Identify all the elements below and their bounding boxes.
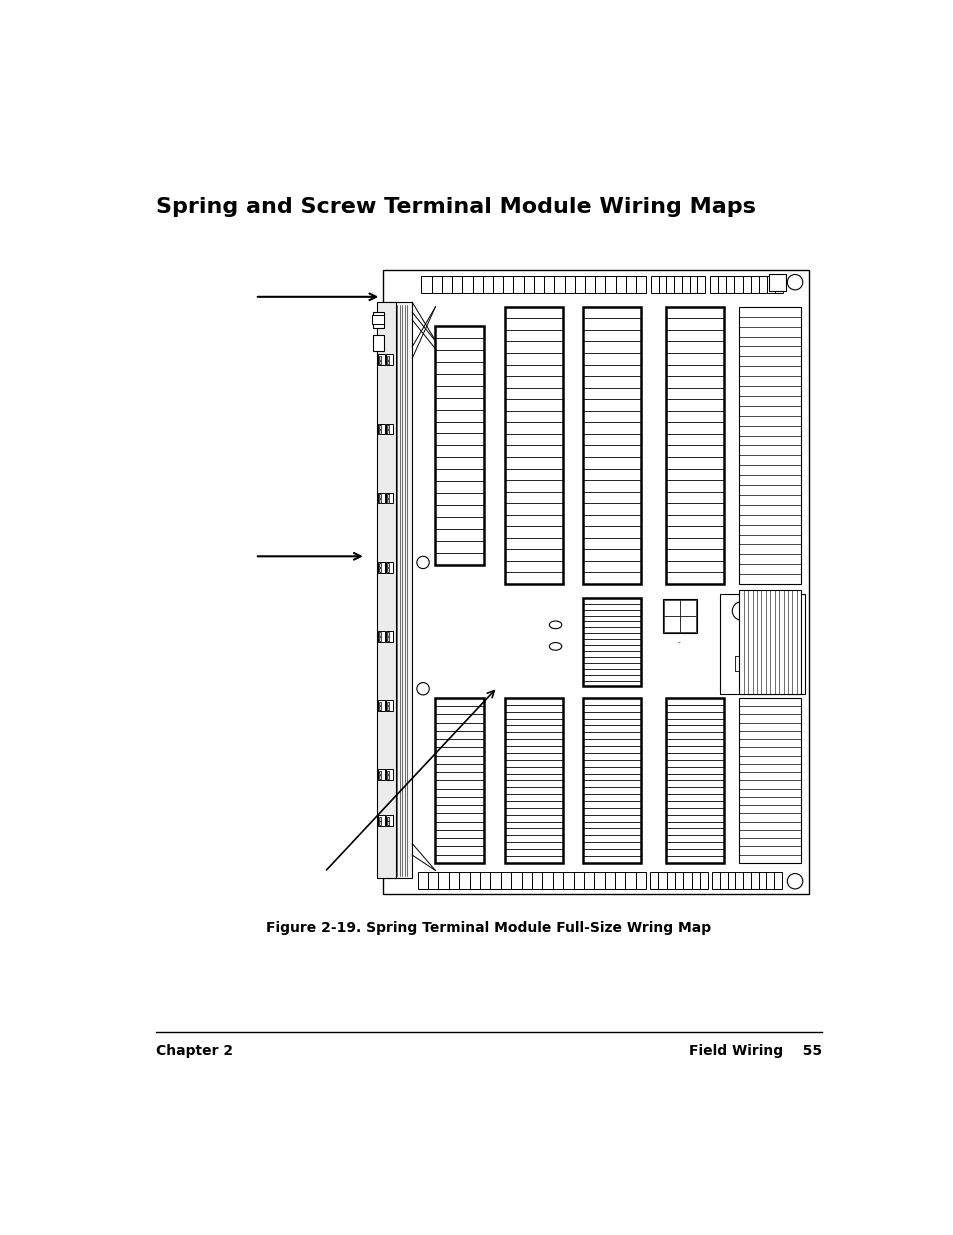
Circle shape	[759, 624, 769, 634]
Bar	[377, 354, 385, 366]
Bar	[386, 499, 389, 503]
Bar	[665, 306, 723, 584]
Bar	[378, 776, 381, 779]
Bar	[377, 424, 385, 435]
Bar	[739, 698, 801, 863]
Bar	[679, 600, 695, 615]
Bar	[378, 430, 381, 433]
Text: Field Wiring    55: Field Wiring 55	[688, 1044, 821, 1057]
Bar	[378, 637, 381, 641]
Bar	[386, 494, 389, 498]
Bar	[417, 872, 645, 889]
Bar	[373, 312, 384, 327]
Bar	[582, 306, 640, 584]
Bar	[382, 303, 412, 878]
Circle shape	[416, 683, 429, 695]
Circle shape	[786, 274, 802, 290]
Bar	[378, 568, 381, 572]
Bar	[663, 600, 679, 615]
Bar	[748, 601, 772, 621]
Bar	[386, 771, 389, 774]
Bar	[679, 616, 695, 632]
Bar	[768, 274, 785, 290]
Bar	[421, 275, 645, 293]
Text: Chapter 2: Chapter 2	[155, 1044, 233, 1057]
Bar	[386, 425, 389, 429]
Ellipse shape	[549, 621, 561, 629]
Bar	[386, 821, 389, 825]
Bar	[505, 306, 562, 584]
Bar	[435, 326, 483, 564]
Bar	[378, 632, 381, 636]
Bar	[386, 637, 389, 641]
Bar	[386, 430, 389, 433]
Bar	[373, 336, 384, 351]
Bar	[748, 638, 772, 656]
Text: ..: ..	[676, 636, 680, 646]
Bar	[385, 354, 393, 366]
Bar	[382, 270, 808, 894]
Bar	[376, 303, 395, 878]
Bar	[385, 493, 393, 504]
Bar	[665, 698, 723, 863]
Circle shape	[416, 556, 429, 568]
Bar	[377, 493, 385, 504]
Bar	[662, 599, 696, 632]
Bar	[739, 306, 801, 584]
Circle shape	[765, 656, 778, 668]
Bar	[386, 563, 389, 567]
Bar	[386, 568, 389, 572]
Bar	[735, 656, 750, 671]
Bar	[582, 598, 640, 687]
Bar	[386, 706, 389, 710]
Bar	[649, 872, 707, 889]
Circle shape	[786, 873, 802, 889]
Bar	[386, 361, 389, 364]
Bar	[378, 356, 381, 359]
Bar	[377, 815, 385, 826]
Bar	[650, 275, 704, 293]
Bar	[378, 425, 381, 429]
Bar	[377, 769, 385, 779]
Bar	[739, 590, 801, 694]
Text: Spring and Screw Terminal Module Wiring Maps: Spring and Screw Terminal Module Wiring …	[155, 196, 755, 216]
Text: Figure 2-19. Spring Terminal Module Full-Size Wring Map: Figure 2-19. Spring Terminal Module Full…	[266, 920, 711, 935]
Bar	[378, 499, 381, 503]
Bar	[378, 361, 381, 364]
Bar	[378, 706, 381, 710]
Bar	[709, 275, 782, 293]
Bar	[385, 815, 393, 826]
Bar	[377, 700, 385, 711]
Bar	[385, 700, 393, 711]
Bar	[582, 698, 640, 863]
Bar	[720, 594, 804, 694]
Bar	[385, 769, 393, 779]
Bar	[386, 701, 389, 705]
Bar	[377, 562, 385, 573]
Bar	[663, 616, 679, 632]
Bar	[378, 821, 381, 825]
Bar	[386, 632, 389, 636]
Bar	[505, 698, 562, 863]
Bar	[435, 698, 483, 863]
Bar	[386, 776, 389, 779]
Bar	[378, 771, 381, 774]
Bar	[386, 356, 389, 359]
Bar	[385, 424, 393, 435]
Bar	[386, 816, 389, 820]
Bar	[711, 872, 781, 889]
Bar	[385, 562, 393, 573]
Bar	[377, 631, 385, 642]
Circle shape	[732, 601, 750, 620]
Bar	[378, 816, 381, 820]
Bar	[378, 701, 381, 705]
Bar	[378, 563, 381, 567]
Bar	[752, 618, 769, 632]
Bar	[378, 494, 381, 498]
Bar	[372, 315, 384, 324]
Ellipse shape	[549, 642, 561, 651]
Bar	[385, 631, 393, 642]
